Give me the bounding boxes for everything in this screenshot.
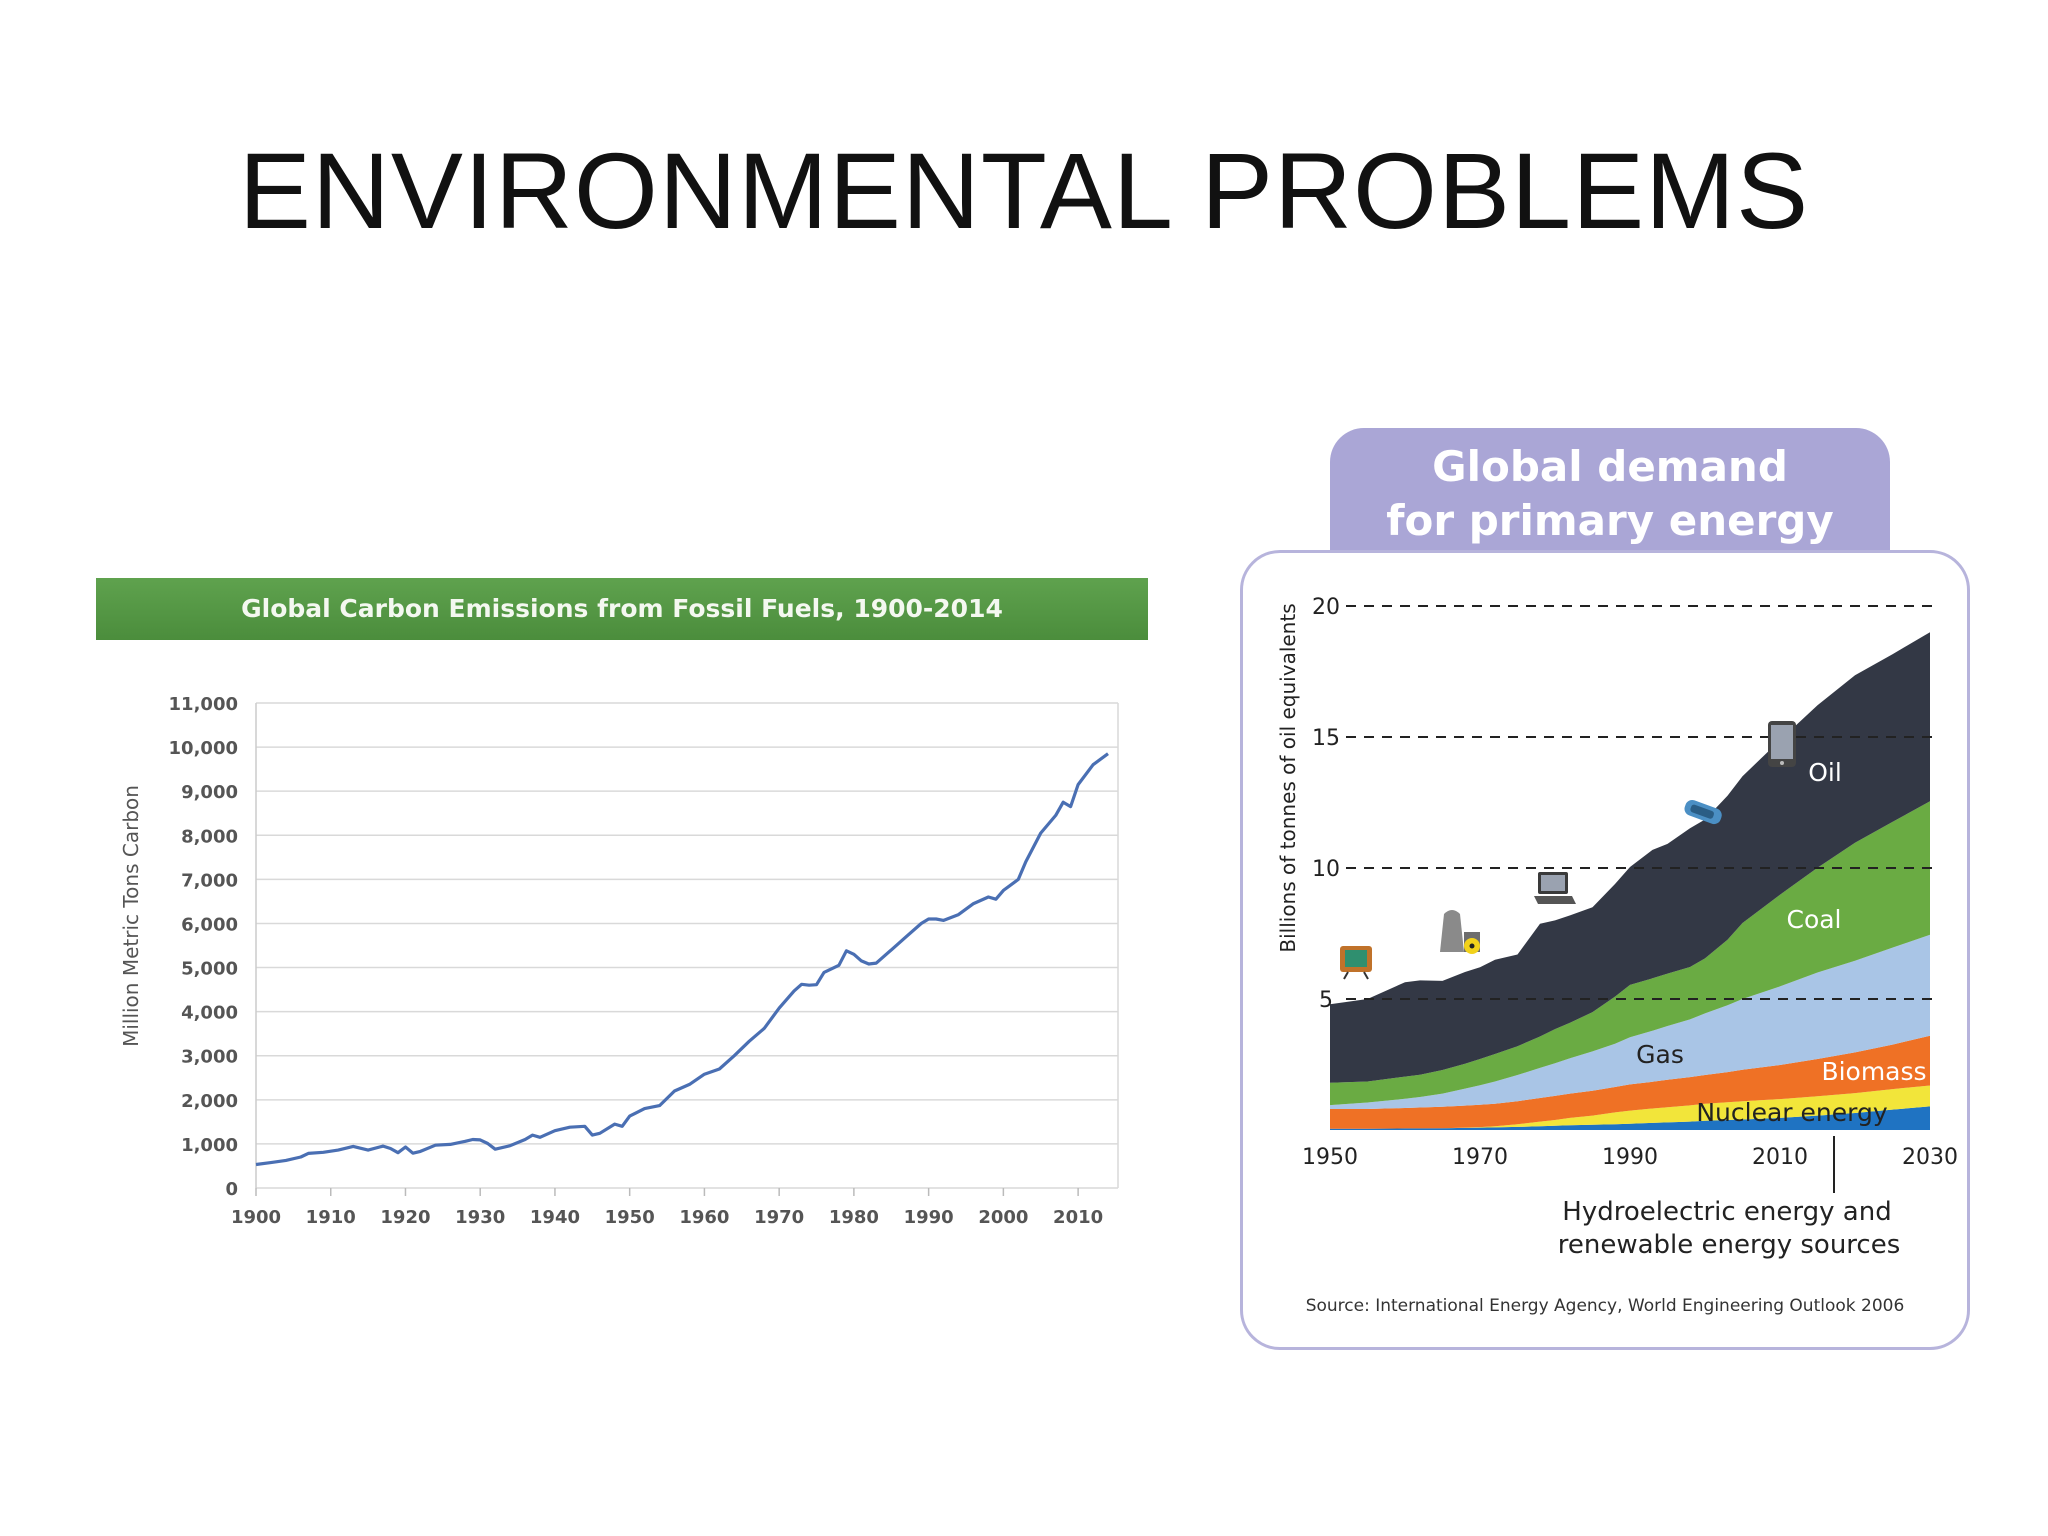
energy-x-tick-label: 1950: [1302, 1145, 1358, 1170]
energy-y-tick-label: 10: [1312, 857, 1340, 882]
energy-title-line-1: Global demand: [1432, 442, 1788, 491]
carbon-y-tick-label: 1,000: [181, 1135, 238, 1156]
energy-demand-chart: Global demand for primary energy 5 10 15 20…: [1240, 428, 1970, 1358]
label-gas: Gas: [1636, 1040, 1684, 1069]
carbon-x-tick-label: 1950: [605, 1207, 655, 1228]
energy-y-axis-label: Billions of tonnes of oil equivalents: [1276, 603, 1300, 952]
carbon-y-tick-label: 0: [225, 1179, 238, 1200]
carbon-x-tick-label: 1960: [679, 1207, 729, 1228]
energy-y-tick-label: 5: [1319, 988, 1333, 1013]
carbon-emissions-line: [255, 752, 1109, 1167]
carbon-y-tick-label: 8,000: [181, 826, 238, 847]
energy-chart-title-tab: Global demand for primary energy: [1330, 428, 1890, 568]
hydro-annotation-line-1: Hydroelectric energy and: [1562, 1197, 1891, 1227]
television-icon: [1340, 946, 1372, 980]
label-biomass: Biomass: [1821, 1057, 1926, 1086]
carbon-x-tick-label: 1990: [904, 1207, 954, 1228]
nuclear-plant-icon: [1440, 910, 1480, 954]
laptop-icon: [1534, 872, 1576, 904]
carbon-x-tick-label: 1970: [754, 1207, 804, 1228]
carbon-x-tick-label: 1940: [530, 1207, 580, 1228]
energy-y-tick-label: 15: [1312, 726, 1340, 751]
energy-x-tick-label: 2010: [1752, 1145, 1808, 1170]
carbon-x-tick-label: 1930: [455, 1207, 505, 1228]
area-gas: [1330, 934, 1930, 1109]
area-biomass: [1330, 1035, 1930, 1129]
carbon-x-tick-label: 1900: [231, 1207, 281, 1228]
carbon-chart-title: Global Carbon Emissions from Fossil Fuel…: [96, 578, 1148, 640]
carbon-y-tick-label: 11,000: [169, 694, 238, 715]
carbon-x-tick-label: 2010: [1053, 1207, 1103, 1228]
energy-x-tick-label: 1990: [1602, 1145, 1658, 1170]
label-nuclear: Nuclear energy: [1696, 1098, 1887, 1127]
carbon-x-tick-label: 1980: [829, 1207, 879, 1228]
carbon-x-tick-label: 2000: [978, 1207, 1028, 1228]
slide-title: ENVIRONMENTAL PROBLEMS: [238, 130, 1810, 251]
carbon-y-tick-label: 4,000: [181, 1003, 238, 1024]
carbon-x-tick-label: 1910: [306, 1207, 356, 1228]
area-nuclear: [1330, 1085, 1930, 1129]
energy-chart-plot: 5 10 15 20 1950 1970 1990 2010 2030 Billions of…: [1276, 595, 1958, 1260]
carbon-x-tick-label: 1920: [380, 1207, 430, 1228]
label-coal: Coal: [1786, 905, 1841, 934]
area-coal: [1330, 801, 1930, 1106]
carbon-y-tick-label: 3,000: [181, 1047, 238, 1068]
carbon-y-tick-label: 2,000: [181, 1091, 238, 1112]
energy-title-line-2: for primary energy: [1386, 496, 1834, 545]
carbon-y-axis-label: Million Metric Tons Carbon: [119, 785, 143, 1047]
carbon-chart-plot: 0 1,000 2,000 3,000 4,000 5,000 6,000 7,000 8,00…: [119, 694, 1119, 1228]
carbon-y-tick-label: 10,000: [169, 738, 238, 759]
energy-x-tick-label: 2030: [1902, 1145, 1958, 1170]
energy-y-tick-label: 20: [1312, 595, 1340, 620]
energy-source-note: Source: International Energy Agency, Wor…: [1305, 1296, 1905, 1316]
area-hydroelectric: [1330, 1106, 1930, 1130]
carbon-y-tick-label: 5,000: [181, 959, 238, 980]
energy-x-tick-label: 1970: [1452, 1145, 1508, 1170]
tablet-icon: [1768, 721, 1796, 767]
label-oil: Oil: [1808, 758, 1842, 787]
carbon-emissions-chart: Global Carbon Emissions from Fossil Fuel…: [96, 578, 1148, 1278]
hydro-annotation-line-2: renewable energy sources: [1558, 1230, 1901, 1260]
carbon-y-tick-label: 9,000: [181, 782, 238, 803]
mobile-phone-icon: [1684, 799, 1722, 825]
carbon-y-tick-label: 7,000: [181, 870, 238, 891]
carbon-y-tick-label: 6,000: [181, 914, 238, 935]
